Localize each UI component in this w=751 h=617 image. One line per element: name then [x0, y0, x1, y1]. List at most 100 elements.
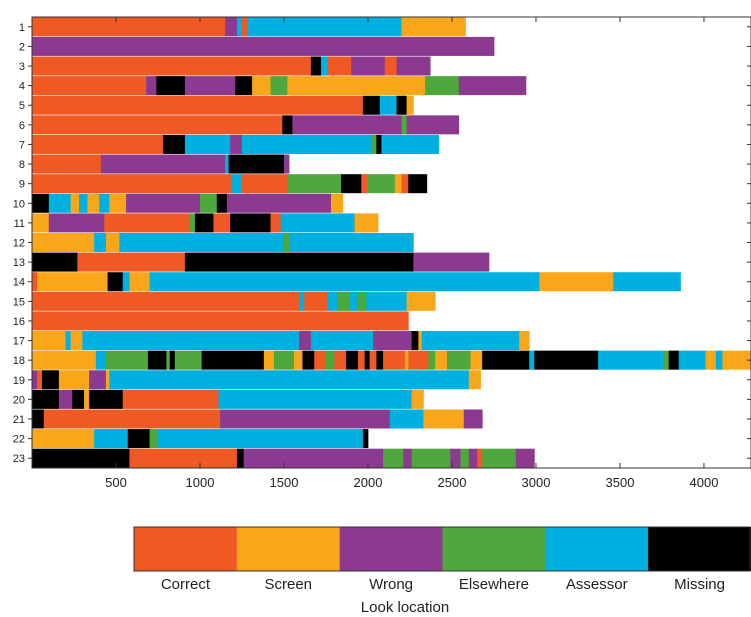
y-tick-label: 15	[13, 296, 25, 308]
bar-segment	[201, 350, 265, 370]
bar-segment	[230, 134, 243, 154]
bar-segment	[287, 76, 426, 96]
bar-segment	[236, 17, 243, 37]
bar-segment	[519, 331, 530, 351]
bar-segment	[72, 389, 85, 409]
bar-segment	[32, 429, 95, 449]
bar-segment	[418, 331, 423, 351]
bar-segment	[325, 350, 335, 370]
bar-segment	[287, 174, 342, 194]
bar-segment	[346, 350, 359, 370]
y-tick-label: 10	[13, 198, 25, 210]
bar-segment	[534, 350, 599, 370]
bar-segment	[32, 56, 312, 76]
bar-segment	[104, 213, 191, 233]
bar-segment	[32, 134, 164, 154]
bar-segment	[283, 233, 290, 253]
bar-segment	[401, 115, 408, 135]
bar-segment	[149, 429, 159, 449]
bar-segment	[65, 331, 72, 351]
bar-segment	[32, 95, 364, 115]
bar-segment	[89, 370, 107, 390]
bar-segment	[70, 331, 83, 351]
bar-segment	[403, 448, 413, 468]
bar-segment	[94, 233, 107, 253]
bar-segment	[32, 17, 226, 37]
legend-swatch	[545, 527, 649, 571]
bar-segment	[401, 17, 466, 37]
bar-segment	[357, 291, 367, 311]
bar-segment	[70, 193, 80, 213]
bar-segment	[236, 448, 245, 468]
bar-segment	[32, 36, 495, 56]
bar-segment	[194, 213, 214, 233]
legend-label: Correct	[161, 576, 211, 593]
bar-segment	[470, 350, 483, 370]
bar-segment	[361, 174, 369, 194]
bar-segment	[32, 76, 147, 96]
bar-segment	[149, 272, 540, 292]
bar-segment	[482, 448, 517, 468]
bar-segment	[289, 233, 414, 253]
bar-segment	[225, 17, 238, 37]
bar-segment	[32, 389, 60, 409]
legend-label: Assessor	[566, 576, 628, 593]
bar-segment	[458, 76, 527, 96]
y-tick-label: 13	[13, 257, 25, 269]
bar-segment	[231, 174, 243, 194]
y-tick-label: 7	[19, 139, 25, 151]
bar-segment	[213, 213, 231, 233]
bar-segment	[477, 448, 483, 468]
bar-segment	[225, 154, 229, 174]
x-axis: 500 1000 1500 2000 2500 3000 3500 4000	[105, 17, 718, 490]
bar-segment	[32, 409, 45, 429]
legend-swatch	[442, 527, 546, 571]
bar-segment	[230, 213, 271, 233]
y-tick-label: 16	[13, 316, 25, 328]
bar-segment	[292, 115, 402, 135]
bar-segment	[95, 350, 107, 370]
bar-segment	[722, 350, 751, 370]
legend-swatch	[134, 527, 238, 571]
bar-segment	[401, 174, 409, 194]
bar-segment	[32, 272, 38, 292]
bar-segment	[32, 291, 300, 311]
bar-segment	[362, 429, 369, 449]
bar-segment	[389, 409, 424, 429]
bar-segment	[468, 448, 478, 468]
bar-segment	[247, 17, 402, 37]
bar-segment	[58, 389, 73, 409]
y-tick-label: 8	[19, 159, 25, 171]
bar-segment	[82, 331, 300, 351]
bar-segment	[77, 252, 186, 272]
bar-segment	[539, 272, 614, 292]
bar-segment	[280, 213, 355, 233]
legend-swatch	[339, 527, 443, 571]
bar-segment	[411, 389, 424, 409]
bar-segment	[406, 291, 436, 311]
bar-segment	[408, 174, 428, 194]
bar-segment	[314, 350, 327, 370]
y-tick-label: 1	[19, 22, 25, 34]
bars-layer	[32, 17, 751, 468]
x-tick-label: 500	[105, 475, 127, 490]
bar-segment	[32, 370, 38, 390]
bar-segment	[371, 134, 377, 154]
bar-segment	[129, 272, 150, 292]
bar-segment	[89, 389, 124, 409]
bar-segment	[157, 429, 364, 449]
y-tick-label: 19	[13, 375, 25, 387]
bar-segment	[32, 252, 78, 272]
y-tick-label: 3	[19, 61, 25, 73]
bar-segment	[42, 370, 60, 390]
bar-segment	[446, 350, 471, 370]
bar-segment	[32, 174, 233, 194]
bar-segment	[373, 331, 413, 351]
x-tick-label: 1500	[270, 475, 299, 490]
bar-segment	[331, 193, 344, 213]
bar-segment	[163, 134, 186, 154]
bar-segment	[435, 350, 448, 370]
bar-segment	[116, 154, 226, 174]
bar-segment	[334, 350, 347, 370]
y-tick-label: 23	[13, 453, 25, 465]
